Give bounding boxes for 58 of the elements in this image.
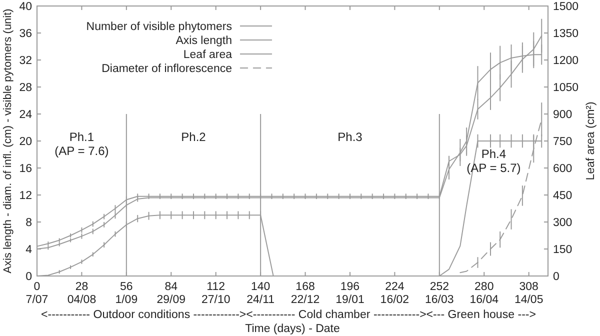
x-tick-label: 252: [430, 281, 450, 293]
y-tick-label: 32: [19, 55, 32, 67]
y-tick-label: 24: [19, 109, 33, 121]
text: 14/05: [514, 294, 544, 306]
text: 16/04: [470, 294, 500, 306]
x-tick-label: 280: [474, 281, 494, 293]
y-tick-label: 36: [19, 28, 32, 40]
text: 29/09: [156, 294, 186, 306]
y2-axis-title: Leaf area (cm²): [585, 102, 597, 180]
x-tick-label: 140: [250, 281, 270, 293]
x-tick-label: 196: [340, 281, 360, 293]
text: 27/10: [201, 294, 230, 306]
x-tick-label: 168: [296, 281, 315, 293]
text: 24/11: [246, 294, 275, 306]
x-tick-label: 308: [519, 281, 538, 293]
x-axis-title: Time (days) - Date: [245, 323, 340, 335]
y2-tick-label: 450: [553, 190, 572, 202]
legend-label: Diameter of inflorescence: [102, 63, 232, 75]
y2-tick-label: 1500: [553, 1, 579, 13]
text: 19/01: [336, 294, 364, 306]
y-tick-label: 4: [26, 244, 33, 256]
y2-tick-label: 300: [553, 217, 572, 229]
x-tick-label: 112: [206, 281, 226, 293]
text: 7/07: [26, 294, 48, 306]
text: 16/02: [380, 294, 410, 306]
y-tick-label: 16: [19, 163, 32, 175]
y2-tick-label: 0: [553, 271, 560, 283]
text: <----------- Outdoor conditions ------------><----------- Cold chamber ------------><--- Green house --->: [41, 309, 536, 321]
y2-tick-label: 1200: [553, 55, 579, 67]
x-tick-label: 84: [164, 281, 178, 293]
y-tick-label: 8: [26, 217, 32, 229]
y2-tick-label: 1350: [553, 28, 579, 40]
text: 16/03: [425, 294, 454, 306]
annotation: Ph.1 (AP = 7.6): [54, 130, 109, 158]
y-tick-label: 28: [19, 82, 32, 94]
y-tick-label: 40: [19, 1, 32, 13]
y-tick-label: 0: [26, 271, 32, 283]
legend-label: Axis length: [176, 35, 232, 47]
annotation: Ph.3: [338, 130, 363, 144]
y2-tick-label: 900: [553, 109, 572, 121]
legend-label: Leaf area: [183, 49, 233, 61]
x-tick-label: 28: [75, 281, 88, 293]
y-tick-label: 12: [19, 190, 32, 202]
y2-tick-label: 750: [553, 136, 572, 148]
y-axis-title: Axis length - diam. of infl. (cm) - visible pytomers (unit): [2, 8, 14, 274]
x-tick-label: 56: [120, 281, 133, 293]
y2-tick-label: 150: [553, 244, 572, 256]
y2-tick-label: 1050: [553, 82, 579, 94]
text: 1/09: [115, 294, 138, 306]
text: 22/12: [290, 294, 320, 306]
y-tick-label: 20: [19, 136, 32, 148]
y2-tick-label: 600: [553, 163, 572, 175]
x-tick-label: 224: [385, 281, 405, 293]
annotation: Ph.2: [181, 130, 206, 144]
text: 04/08: [67, 294, 96, 306]
x-tick-label: 0: [34, 281, 40, 293]
legend-label: Number of visible phytomers: [86, 21, 232, 33]
annotation: Ph.4 (AP = 5.7): [466, 146, 521, 175]
